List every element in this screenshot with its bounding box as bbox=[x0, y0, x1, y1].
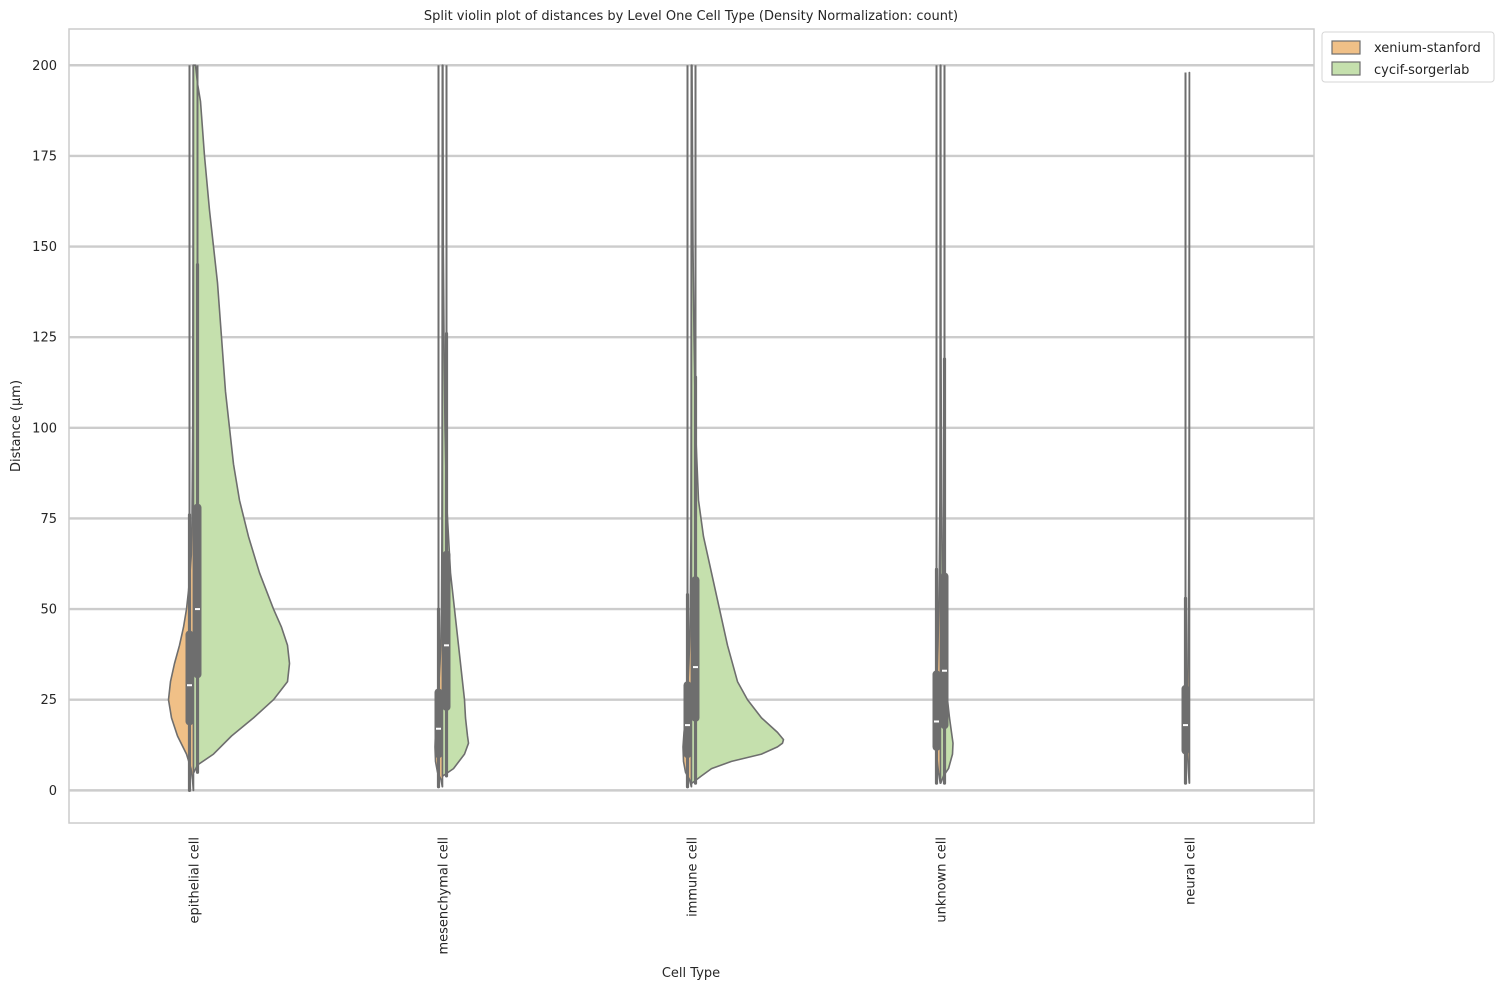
y-tick-label: 200 bbox=[32, 59, 57, 74]
legend-frame bbox=[1321, 31, 1495, 83]
violin-xenium-stanford-neural-cell bbox=[1186, 71, 1191, 784]
x-tick-label-epithelial-cell: epithelial cell bbox=[188, 837, 203, 924]
chart-title: Split violin plot of distances by Level … bbox=[424, 9, 958, 24]
x-tick-label-unknown-cell: unknown cell bbox=[935, 837, 950, 923]
y-tick-label: 50 bbox=[40, 603, 57, 618]
y-tick-label: 125 bbox=[32, 331, 57, 346]
x-tick-label-immune-cell: immune cell bbox=[686, 837, 701, 917]
y-axis-label: Distance (µm) bbox=[9, 380, 24, 472]
legend-label-xenium-stanford: xenium-stanford bbox=[1374, 41, 1481, 56]
x-tick-labels: epithelial cell mesenchymal cell immune ce… bbox=[188, 837, 1199, 955]
legend-swatch-xenium-stanford bbox=[1331, 40, 1361, 55]
y-tick-labels: 0 25 50 75 100 125 150 175 200 bbox=[32, 59, 57, 799]
boxplots bbox=[185, 65, 1190, 792]
y-tick-label: 25 bbox=[40, 693, 57, 708]
violin-cycif-sorgerlab-epithelial-cell bbox=[192, 64, 291, 773]
y-tick-label: 100 bbox=[32, 421, 57, 436]
y-tick-label: 75 bbox=[40, 512, 57, 527]
y-tick-label: 0 bbox=[49, 784, 57, 799]
legend: xenium-stanford cycif-sorgerlab bbox=[1321, 31, 1495, 83]
x-tick-label-mesenchymal-cell: mesenchymal cell bbox=[437, 837, 452, 955]
x-tick-label-neural-cell: neural cell bbox=[1184, 837, 1199, 905]
violin-cycif-sorgerlab-immune-cell bbox=[690, 64, 785, 784]
legend-swatch-cycif-sorgerlab bbox=[1331, 61, 1361, 76]
y-tick-label: 175 bbox=[32, 149, 57, 164]
y-tick-label: 150 bbox=[32, 240, 57, 255]
plot-frame bbox=[68, 28, 1315, 824]
legend-label-cycif-sorgerlab: cycif-sorgerlab bbox=[1374, 63, 1469, 78]
x-axis-label: Cell Type bbox=[662, 966, 720, 981]
